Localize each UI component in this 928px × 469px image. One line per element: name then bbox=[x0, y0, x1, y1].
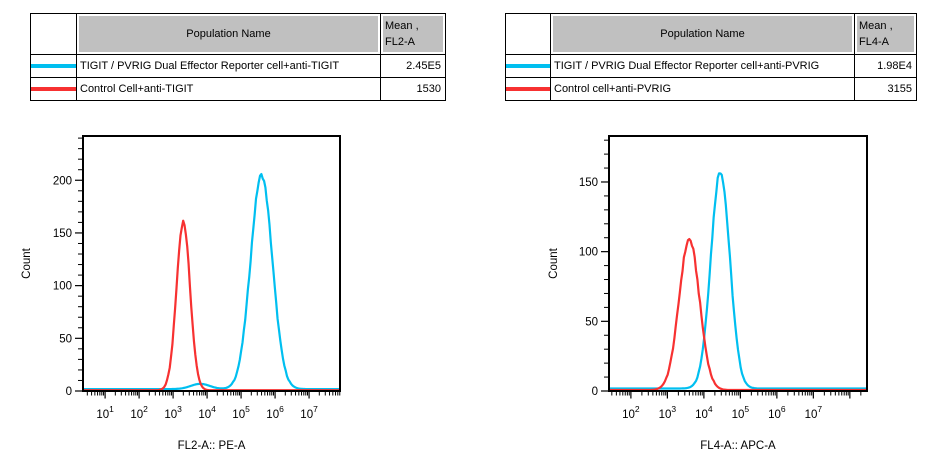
svg-text:0: 0 bbox=[66, 386, 72, 398]
mean-header-cell: Mean , FL4-A bbox=[855, 14, 916, 54]
table-row: Control Cell+anti-TIGIT 1530 bbox=[31, 77, 445, 100]
legend-table-header: Population Name Mean , FL4-A bbox=[506, 14, 916, 54]
svg-text:104: 104 bbox=[198, 404, 216, 421]
red-series-swatch bbox=[31, 87, 76, 91]
svg-text:50: 50 bbox=[585, 316, 598, 328]
population-name-cell: TIGIT / PVRIG Dual Effector Reporter cel… bbox=[77, 55, 381, 77]
cyan-series-swatch bbox=[506, 64, 550, 68]
population-name-header-cell: Population Name bbox=[551, 14, 855, 54]
svg-text:100: 100 bbox=[579, 247, 598, 259]
svg-text:102: 102 bbox=[622, 404, 640, 421]
table-row: TIGIT / PVRIG Dual Effector Reporter cel… bbox=[506, 54, 916, 77]
mean-header-cell: Mean , FL2-A bbox=[381, 14, 445, 54]
svg-text:103: 103 bbox=[164, 404, 182, 421]
mean-value-cell: 1530 bbox=[416, 83, 441, 95]
svg-text:100: 100 bbox=[53, 281, 72, 293]
swatch-column-header bbox=[31, 14, 77, 54]
mean-header-line1: Mean , bbox=[385, 20, 419, 32]
red-series-swatch bbox=[506, 87, 550, 91]
mean-header-line2: FL4-A bbox=[859, 36, 889, 48]
svg-text:105: 105 bbox=[232, 404, 250, 421]
population-name-header-cell: Population Name bbox=[77, 14, 381, 54]
mean-value-cell: 3155 bbox=[887, 83, 912, 95]
mean-value-cell: 2.45E5 bbox=[406, 60, 441, 72]
mean-header-line1: Mean , bbox=[859, 20, 893, 32]
svg-text:106: 106 bbox=[768, 404, 786, 421]
svg-text:200: 200 bbox=[53, 175, 72, 187]
svg-text:104: 104 bbox=[695, 404, 713, 421]
table-row: TIGIT / PVRIG Dual Effector Reporter cel… bbox=[31, 54, 445, 77]
svg-text:150: 150 bbox=[579, 177, 598, 189]
svg-text:FL4-A:: APC-A: FL4-A:: APC-A bbox=[700, 440, 776, 452]
legend-table-header: Population Name Mean , FL2-A bbox=[31, 14, 445, 54]
cyan-series-swatch bbox=[31, 64, 76, 68]
svg-text:107: 107 bbox=[805, 404, 823, 421]
svg-text:106: 106 bbox=[266, 404, 284, 421]
svg-text:150: 150 bbox=[53, 228, 72, 240]
mean-header-line2: FL2-A bbox=[385, 36, 415, 48]
legend-table-fl4: Population Name Mean , FL4-A TIGIT / PVR… bbox=[505, 13, 917, 101]
svg-text:107: 107 bbox=[300, 404, 318, 421]
svg-text:102: 102 bbox=[130, 404, 148, 421]
svg-text:105: 105 bbox=[732, 404, 750, 421]
svg-text:50: 50 bbox=[59, 333, 72, 345]
svg-text:FL2-A:: PE-A: FL2-A:: PE-A bbox=[178, 440, 246, 452]
table-row: Control cell+anti-PVRIG 3155 bbox=[506, 77, 916, 100]
svg-text:0: 0 bbox=[592, 386, 598, 398]
svg-text:103: 103 bbox=[659, 404, 677, 421]
legend-table-fl2: Population Name Mean , FL2-A TIGIT / PVR… bbox=[30, 13, 446, 101]
population-name-header: Population Name bbox=[553, 16, 852, 52]
population-name-cell: Control cell+anti-PVRIG bbox=[551, 78, 855, 100]
population-name-cell: Control Cell+anti-TIGIT bbox=[77, 78, 381, 100]
svg-text:Count: Count bbox=[21, 247, 33, 278]
svg-text:Count: Count bbox=[548, 247, 560, 278]
population-name-header: Population Name bbox=[79, 16, 378, 52]
population-name-cell: TIGIT / PVRIG Dual Effector Reporter cel… bbox=[551, 55, 855, 77]
swatch-column-header bbox=[506, 14, 551, 54]
mean-value-cell: 1.98E4 bbox=[877, 60, 912, 72]
svg-text:101: 101 bbox=[96, 404, 114, 421]
